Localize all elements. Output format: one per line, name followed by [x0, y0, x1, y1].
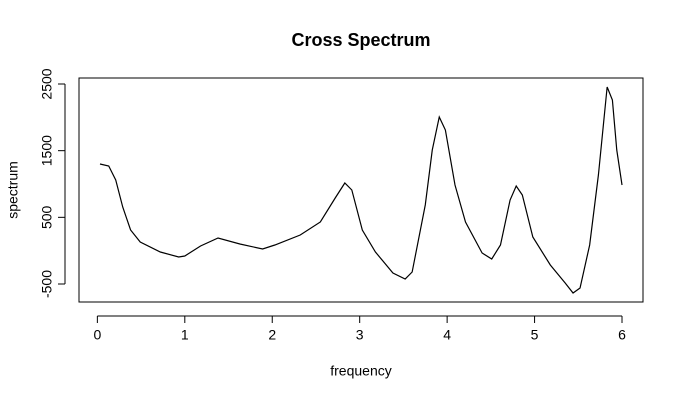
y-tick-label: 2500	[39, 68, 55, 99]
y-tick-label: 500	[39, 205, 55, 229]
x-tick-label: 4	[443, 327, 451, 343]
x-tick-label: 3	[356, 327, 364, 343]
chart-title: Cross Spectrum	[291, 30, 430, 50]
y-tick-label: 1500	[39, 135, 55, 166]
y-tick-label: -500	[39, 270, 55, 298]
x-tick-label: 0	[93, 327, 101, 343]
x-tick-label: 1	[181, 327, 189, 343]
x-tick-label: 6	[618, 327, 626, 343]
y-axis-label: spectrum	[5, 161, 21, 219]
x-tick-label: 5	[531, 327, 539, 343]
data-line	[99, 86, 623, 294]
x-axis-label: frequency	[330, 363, 391, 379]
plot-box	[78, 77, 644, 303]
x-tick-label: 2	[268, 327, 276, 343]
